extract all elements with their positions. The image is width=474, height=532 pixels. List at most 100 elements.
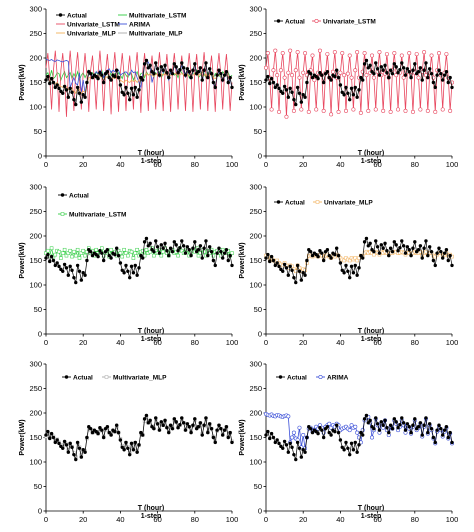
data-point-actual [61,269,65,273]
data-point-uv_lstm [433,109,438,114]
data-point-actual [344,263,348,268]
data-point-uv_mlp [355,258,359,263]
data-point-actual [74,102,78,107]
data-point-actual [321,435,326,440]
data-point-uv_lstm [291,108,296,113]
data-point-actual [269,254,274,259]
data-point-uv_lstm [373,107,378,112]
data-point-actual [146,244,150,248]
data-point-actual [100,73,104,77]
data-point-actual [388,68,393,72]
data-point-actual [409,253,413,258]
data-point-actual [413,240,417,244]
data-point-actual [273,85,277,90]
data-point-uv_lstm [306,109,311,114]
data-point-actual [431,258,436,263]
data-point-actual [390,249,395,254]
data-point-uv_lstm [310,53,315,58]
y-tick-label: 250 [249,384,262,393]
data-point-uv_lstm [422,50,427,55]
data-point-actual [221,78,225,82]
data-point-actual [439,426,443,431]
data-point-uv_lstm [440,107,445,112]
data-point-actual [193,62,197,66]
y-tick-label: 300 [249,183,262,192]
data-point-actual [44,433,48,437]
x-tick-label: 0 [44,515,48,524]
data-point-actual [83,450,87,454]
data-point-uv_lstm [362,51,367,56]
legend-marker [278,375,283,379]
y-tick-label: 100 [249,281,262,290]
y-tick-label: 300 [29,5,42,14]
data-point-uv_lstm [444,52,449,57]
data-point-actual [383,418,387,423]
data-point-actual [403,428,408,432]
legend-marker [318,374,323,379]
data-point-actual [105,248,110,252]
data-point-actual [383,63,387,68]
data-point-actual [305,435,309,440]
legend-label: Actual [67,12,87,19]
data-point-actual [198,421,203,425]
data-point-actual [126,446,130,450]
data-point-actual [230,263,234,268]
data-point-actual [374,416,378,420]
data-point-actual [424,416,428,420]
data-point-actual [418,66,423,70]
legend-entry: Actual [62,374,93,381]
data-point-actual [161,68,165,72]
y-tick-label: 0 [38,330,42,339]
legend-label: Multivariate_MLP [113,374,167,381]
data-point-actual [109,433,113,437]
series-line-actual [45,237,233,283]
data-point-actual [105,70,110,74]
data-point-uv_mlp [342,258,346,263]
data-point-actual [295,263,300,268]
data-point-actual [427,245,432,249]
data-point-uv_lstm [353,68,358,73]
data-point-uv_lstm [448,108,453,113]
data-point-actual [83,95,87,99]
x-tick-label: 0 [44,160,48,169]
data-point-actual [284,266,289,270]
data-point-actual [72,275,76,280]
data-point-actual [439,249,443,254]
data-point-uv_lstm [273,48,278,53]
data-point-actual [409,75,413,80]
data-point-actual [228,430,232,435]
data-point-actual [49,431,54,436]
data-point-actual [96,254,100,259]
y-tick-label: 150 [29,433,42,442]
data-point-actual [187,425,191,429]
data-point-actual [81,93,85,97]
data-point-actual [222,73,227,77]
y-tick-label: 0 [258,330,262,339]
data-point-actual [191,423,195,427]
data-point-actual [72,452,76,457]
data-point-uv_lstm [347,53,352,58]
data-point-actual [351,271,356,275]
data-point-mv_lstm [202,249,206,254]
data-point-actual [209,71,214,76]
data-point-actual [168,246,173,250]
data-point-mv_lstm [131,256,136,260]
data-point-uv_lstm [282,75,287,80]
data-point-actual [219,71,223,76]
data-point-actual [400,416,404,420]
data-point-actual [202,246,206,250]
series-line-uv_lstm [265,50,453,117]
data-point-actual [79,100,84,104]
data-point-actual [137,266,141,270]
data-point-actual [176,249,180,253]
data-point-actual [405,422,410,426]
data-point-actual [135,273,139,277]
data-point-mv_lstm [79,251,84,255]
data-point-actual [126,269,130,273]
data-point-actual [114,246,119,250]
x-tick-label: 20 [79,338,87,347]
data-point-actual [327,430,331,435]
data-point-actual [416,248,421,252]
data-point-actual [144,236,149,241]
data-point-actual [66,273,71,277]
